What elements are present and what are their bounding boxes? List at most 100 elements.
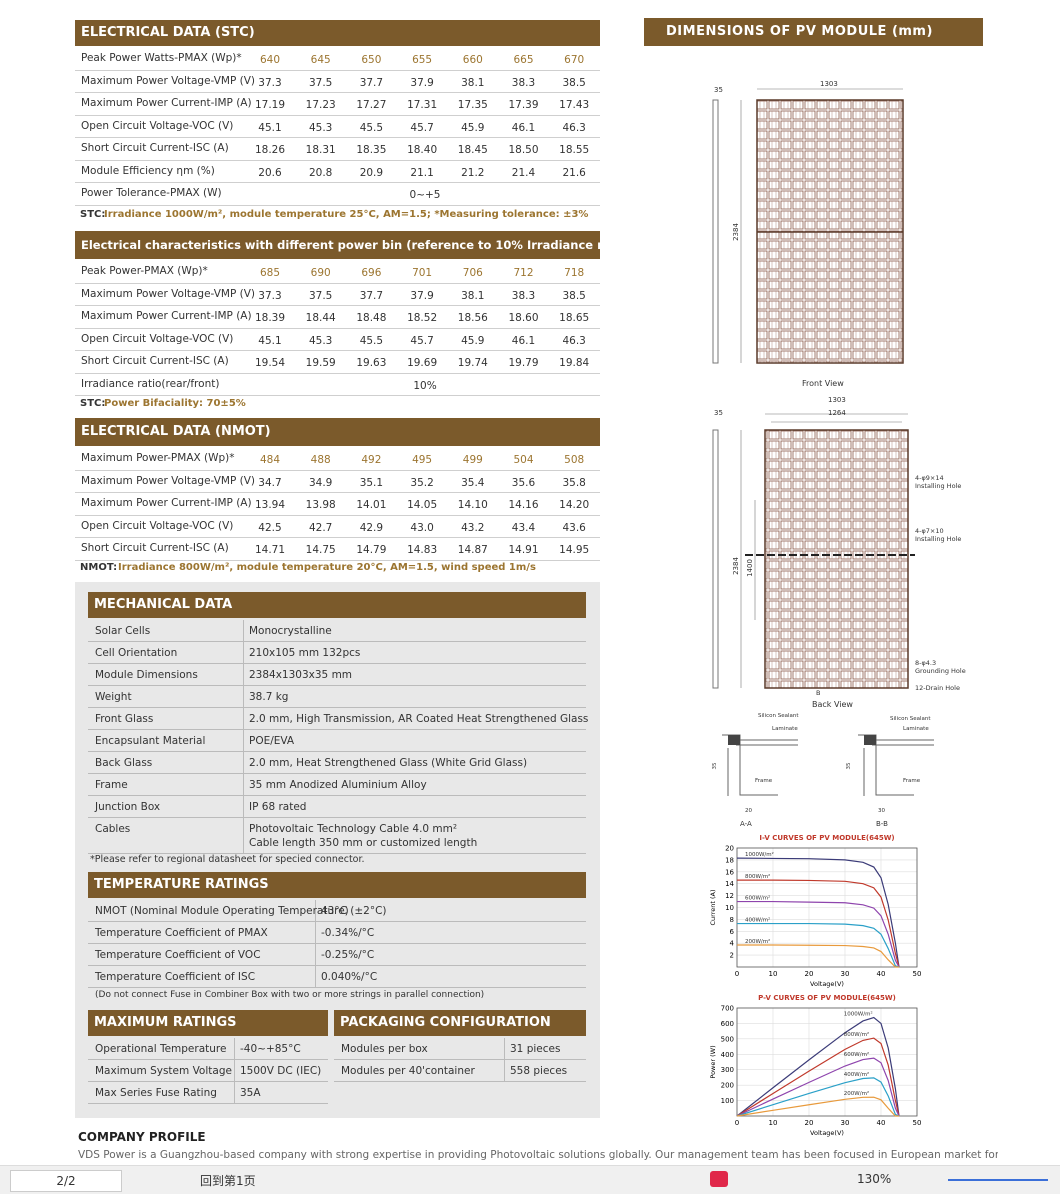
- plot-frame: [736, 1007, 918, 1117]
- row-label: Junction Box: [95, 801, 161, 813]
- drawing-label: Back View: [812, 700, 853, 709]
- table-row: [88, 1060, 328, 1082]
- series-label: 800W/m²: [844, 1031, 869, 1038]
- note-text: Power Bifaciality: 70±5%: [104, 398, 246, 409]
- series-label: 200W/m²: [844, 1090, 869, 1097]
- row-value: 14.87: [457, 544, 488, 556]
- x-tick-label: 0: [735, 970, 739, 978]
- dimensions-header: DIMENSIONS OF PV MODULE (mm): [644, 18, 983, 46]
- row-label: Cables: [95, 823, 131, 835]
- table-row: [75, 516, 600, 538]
- x-tick-label: 40: [877, 1119, 886, 1127]
- series-label: 1000W/m²: [844, 1011, 873, 1018]
- row-value: 13.94: [254, 499, 286, 511]
- y-tick-label: 6: [730, 928, 735, 936]
- row-value: 38.1: [461, 76, 485, 89]
- row-label: Module Efficiency ηm (%): [81, 164, 215, 177]
- row-value: 210x105 mm 132pcs: [249, 647, 361, 659]
- drawing-label: 4-φ7×10: [915, 527, 944, 535]
- y-tick-label: 500: [721, 1035, 734, 1043]
- row-label: Maximum Power Voltage-VMP (V): [81, 74, 256, 87]
- series-line: [737, 944, 899, 968]
- row-label: Maximum Power Voltage-VMP (V): [81, 287, 256, 300]
- row-value: 558 pieces: [510, 1065, 568, 1077]
- toolbar: 2/2 回到第1页 130%: [0, 1165, 1060, 1194]
- row-value: IP 68 rated: [249, 801, 307, 813]
- row-value: 18.31: [305, 144, 336, 156]
- row-value: 37.5: [308, 76, 333, 89]
- drawing-label: Grounding Hole: [915, 667, 966, 675]
- y-axis-label: Power (W): [709, 1045, 717, 1078]
- table-row: [75, 329, 600, 351]
- y-tick-label: 20: [725, 845, 734, 853]
- row-value: 19.69: [407, 357, 438, 369]
- table-row: [88, 1038, 328, 1060]
- row-value: 43.4: [511, 521, 536, 534]
- row-value: 45.3: [308, 334, 333, 347]
- zoom-level[interactable]: 130%: [857, 1172, 892, 1186]
- row-value: 14.91: [508, 544, 539, 556]
- row-value: 45.9: [461, 121, 485, 134]
- table-row: [88, 664, 586, 686]
- series-label: 1000W/m²: [745, 851, 774, 858]
- drawing-label: Laminate: [903, 726, 929, 732]
- note-label: NMOT:: [80, 562, 118, 573]
- row-value: 45.1: [258, 334, 282, 347]
- cell-divider: [243, 620, 244, 642]
- row-value: 35.4: [461, 476, 485, 489]
- row-label: Cell Orientation: [95, 647, 178, 659]
- row-label: Front Glass: [95, 713, 154, 725]
- row-value: POE/EVA: [249, 735, 295, 747]
- series-line: [736, 857, 900, 968]
- cell-divider: [243, 752, 244, 774]
- cell-divider: [243, 774, 244, 796]
- section-header: ELECTRICAL DATA (NMOT): [75, 418, 600, 446]
- table-row: [88, 966, 586, 988]
- y-tick-label: 10: [725, 904, 734, 912]
- row-value: 35A: [240, 1087, 261, 1099]
- page-input[interactable]: 2/2: [10, 1170, 122, 1192]
- cell-divider: [315, 922, 316, 944]
- row-label: Maximum Power Voltage-VMP (V): [81, 474, 256, 487]
- row-value: 14.10: [457, 499, 488, 511]
- row-value: 18.26: [254, 144, 286, 156]
- row-value: 660: [462, 54, 483, 66]
- table-row: [88, 922, 586, 944]
- x-axis-label: Voltage(V): [810, 980, 844, 988]
- row-label: Modules per 40'container: [341, 1065, 475, 1077]
- row-value: 701: [412, 267, 433, 279]
- table-row: [75, 71, 600, 93]
- x-tick-label: 50: [913, 970, 922, 978]
- series-line: [736, 1037, 900, 1117]
- play-button[interactable]: [710, 1171, 728, 1187]
- table-row: [75, 48, 600, 71]
- row-value: 19.59: [305, 357, 336, 369]
- back-side: [712, 429, 719, 689]
- y-tick-label: 16: [725, 868, 734, 876]
- table-row: [75, 116, 600, 138]
- y-tick-label: 400: [721, 1051, 734, 1059]
- row-value: 45.1: [258, 121, 282, 134]
- row-value: 38.1: [461, 289, 485, 302]
- row-label: Maximum Power-PMAX (Wp)*: [81, 452, 235, 464]
- row-value: 665: [513, 54, 534, 66]
- company-title: COMPANY PROFILE: [78, 1130, 206, 1144]
- table-row: [75, 351, 600, 374]
- row-value: 2.0 mm, High Transmission, AR Coated Hea…: [249, 713, 589, 725]
- row-value: 35.6: [511, 476, 536, 489]
- row-value: 17.23: [305, 99, 336, 111]
- row-value: 43.2: [461, 521, 485, 534]
- back-first[interactable]: 回到第1页: [200, 1174, 256, 1188]
- row-value: 19.79: [508, 357, 539, 369]
- series-line: [737, 900, 900, 968]
- table-row: [75, 93, 600, 116]
- table-row: [334, 1038, 586, 1060]
- series-label: 400W/m²: [844, 1071, 869, 1078]
- zoom-slider[interactable]: [948, 1179, 1048, 1181]
- row-value: 718: [564, 267, 585, 279]
- row-value: 35.1: [359, 476, 384, 489]
- row-label: Open Circuit Voltage-VOC (V): [81, 119, 234, 132]
- series-label: 800W/m²: [745, 873, 770, 880]
- series-line: [737, 922, 900, 968]
